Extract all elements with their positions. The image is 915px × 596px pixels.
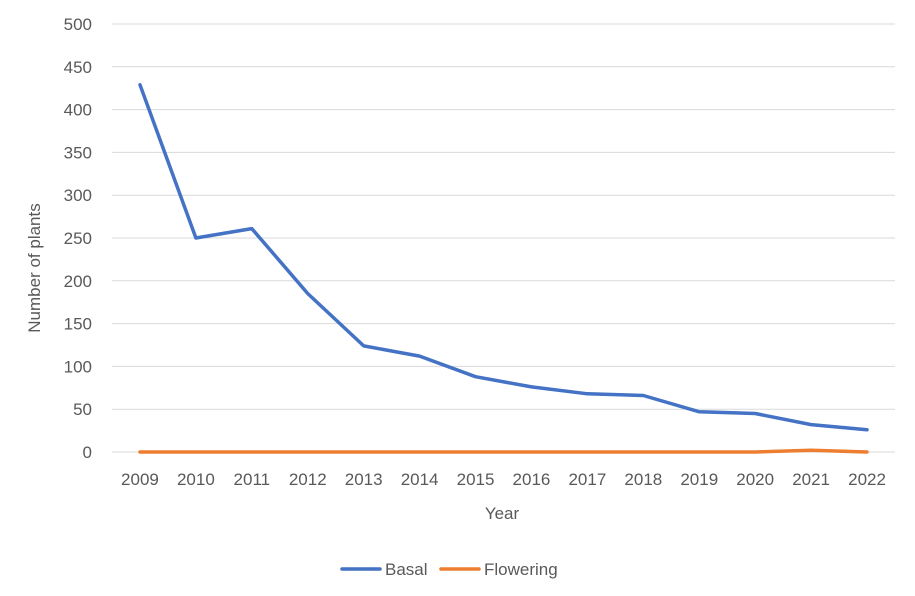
- y-axis-label: Number of plants: [25, 203, 44, 332]
- x-tick-label: 2013: [345, 470, 383, 489]
- x-tick-label: 2018: [624, 470, 662, 489]
- y-tick-label: 350: [64, 143, 92, 162]
- x-axis-label: Year: [485, 504, 520, 523]
- legend-label: Flowering: [484, 560, 558, 579]
- x-tick-label: 2017: [568, 470, 606, 489]
- legend: Basal Flowering: [340, 560, 558, 579]
- x-tick-label: 2009: [121, 470, 159, 489]
- x-tick-label: 2010: [177, 470, 215, 489]
- series-line-flowering: [138, 448, 869, 454]
- y-tick-label: 50: [73, 400, 92, 419]
- series-line-basal: [138, 83, 869, 432]
- x-tick-label: 2020: [736, 470, 774, 489]
- y-tick-label: 250: [64, 229, 92, 248]
- x-tick-label: 2022: [848, 470, 886, 489]
- y-tick-label: 500: [64, 15, 92, 34]
- y-axis-tick-labels: 0 50 100 150 200 250 300 350 400 450 500: [64, 15, 92, 462]
- x-tick-label: 2014: [401, 470, 439, 489]
- y-tick-label: 200: [64, 272, 92, 291]
- x-tick-label: 2015: [457, 470, 495, 489]
- x-axis-tick-labels: 2009 2010 2011 2012 2013 2014 2015 2016 2017 2018…: [121, 470, 886, 489]
- x-tick-label: 2021: [792, 470, 830, 489]
- x-tick-label: 2011: [234, 470, 271, 489]
- y-tick-label: 450: [64, 58, 92, 77]
- y-tick-label: 0: [83, 443, 92, 462]
- gridlines: [112, 23, 895, 453]
- x-tick-label: 2012: [289, 470, 327, 489]
- y-tick-label: 100: [64, 357, 92, 376]
- series-lines: [138, 83, 869, 454]
- x-tick-label: 2019: [680, 470, 718, 489]
- legend-item-flowering: Flowering: [439, 560, 558, 579]
- y-tick-label: 300: [64, 186, 92, 205]
- x-tick-label: 2016: [513, 470, 551, 489]
- legend-item-basal: Basal: [340, 560, 428, 579]
- legend-label: Basal: [385, 560, 428, 579]
- y-tick-label: 150: [64, 315, 92, 334]
- y-tick-label: 400: [64, 101, 92, 120]
